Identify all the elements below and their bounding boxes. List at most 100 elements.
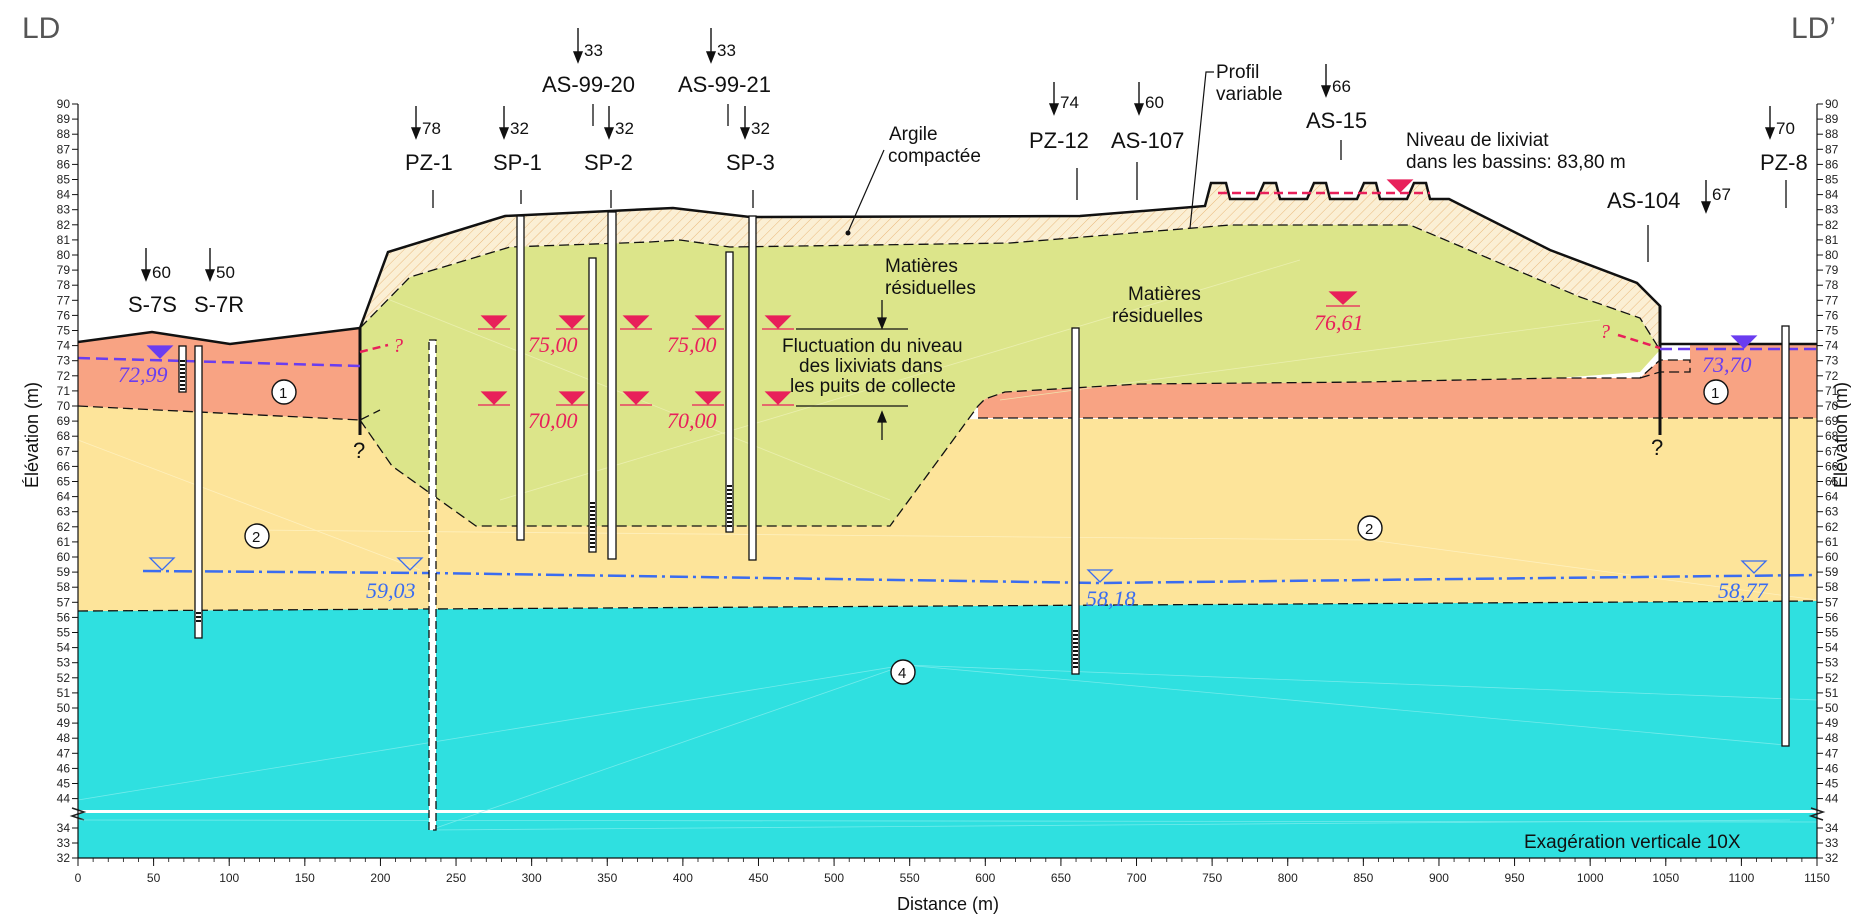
y-tick-label-y_ticks_upper-3: 87 [57,142,71,156]
y-tick-label-y_ticks_upper-36: 54 [57,641,71,655]
x-axis-ticks: 0 50 100 150 200 250 300 350 400 450 500 550 600 650 7… [75,858,1830,885]
y-tick-label-right-y_ticks_upper-23: 67 [1825,444,1839,458]
y-axis-title-left: Élévation (m) [22,382,42,488]
azimuth-arrows [140,28,1776,282]
y-tick-label-y_ticks_upper-28: 62 [57,520,71,534]
well-label-SP-1: SP-1 [493,150,542,175]
y-tick-label-y_ticks_upper-34: 56 [57,610,71,624]
y-tick-label-y_ticks_upper-38: 52 [57,671,71,685]
y-tick-label-y_ticks_upper-14: 76 [57,308,71,322]
y-tick-label-y_ticks_upper-11: 79 [57,263,71,277]
y-tick-label-right-y_ticks_upper-13: 77 [1825,293,1839,307]
x-axis-title: Distance (m) [897,894,999,914]
vertical-exaggeration: Exagération verticale 10X [1524,832,1741,853]
y-tick-label-right-y_ticks_upper-39: 51 [1825,686,1839,700]
y-tick-label-right-y_ticks_upper-7: 83 [1825,203,1839,217]
well-label-SP-2: SP-2 [584,150,633,175]
level-72-99: 72,99 [118,362,168,387]
azimuth-SP-1: 32 [510,119,529,138]
azimuth-SP-3: 32 [751,119,770,138]
groundwater-level-markers [148,557,1768,583]
x-tick-label-0: 0 [75,871,82,885]
y-tick-label-y_ticks_upper-0: 90 [57,97,71,111]
azimuth-AS-99-21: 33 [717,41,736,60]
azimuth-PZ-1: 78 [422,119,441,138]
well-label-AS-15: AS-15 [1306,108,1367,133]
waste-label-right-1: Matières [1128,284,1201,305]
azimuth-PZ-8: 70 [1776,119,1795,138]
y-tick-label-y_ticks_upper-25: 65 [57,475,71,489]
azimuth-PZ-12: 74 [1060,93,1079,112]
well-screen-markers [180,360,1078,670]
azimuth-AS-104: 67 [1712,185,1731,204]
x-tick-label-3: 150 [295,871,315,885]
well-label-AS-99-21: AS-99-21 [678,72,771,97]
level-58-77: 58,77 [1718,578,1769,603]
y-tick-label-y_ticks_upper-26: 64 [57,490,71,504]
y-tick-label-right-y_ticks_upper-40: 50 [1825,701,1839,715]
y-tick-label-right-y_ticks_upper-32: 58 [1825,580,1839,594]
unit-1-label-right: 1 [1711,385,1719,402]
unit-4-layer [78,601,1817,810]
well-label-PZ-8: PZ-8 [1760,150,1808,175]
well-screens [178,211,1790,831]
y-tick-label-right-y_ticks_upper-25: 65 [1825,475,1839,489]
y-tick-label-y_ticks_upper-7: 83 [57,203,71,217]
x-tick-label-14: 700 [1127,871,1147,885]
y-tick-label-right-y_ticks_upper-0: 90 [1825,97,1839,111]
level-76-61: 76,61 [1314,310,1364,335]
y-tick-label-right-y_ticks_upper-34: 56 [1825,610,1839,624]
y-tick-label-y_ticks_upper-27: 63 [57,505,71,519]
y-tick-label-y_ticks_upper-31: 59 [57,565,71,579]
azimuth-SP-2: 32 [615,119,634,138]
question-left-bottom: ? [353,438,365,463]
well-label-PZ-12: PZ-12 [1029,128,1089,153]
y-tick-label-right-y_ticks_upper-19: 71 [1825,384,1839,398]
well-label-AS-99-20: AS-99-20 [542,72,635,97]
y-tick-label-right-y_ticks_upper-6: 84 [1825,188,1839,202]
x-tick-label-12: 600 [975,871,995,885]
y-tick-label-y_ticks_upper-8: 82 [57,218,71,232]
basins-line-1: Niveau de lixiviat [1406,130,1549,151]
y-tick-label-y_ticks_upper-29: 61 [57,535,71,549]
unit-4-texture [77,664,1818,831]
y-tick-label-right-y_ticks_upper-28: 62 [1825,520,1839,534]
x-tick-label-22: 1100 [1728,871,1754,885]
y-tick-label-y_ticks_upper-44: 46 [57,761,71,775]
x-tick-label-2: 100 [219,871,239,885]
y-tick-label-right-y_ticks_upper-18: 72 [1825,369,1839,383]
y-tick-label-right-y_ticks_upper-24: 66 [1825,459,1839,473]
groundwater-line [142,569,1818,585]
azimuth-S-7S: 60 [152,263,171,282]
question-left-top: ? [393,335,403,357]
contact-lines [77,224,1818,612]
argile-leader [847,149,885,233]
waste-body [360,225,1660,526]
argile-line-1: Argile [889,124,938,145]
y-tick-label-right-y_ticks_upper-4: 86 [1825,157,1839,171]
perched-water-left [77,356,361,368]
y-tick-label-right-y_ticks_upper-8: 82 [1825,218,1839,232]
y-tick-label-right-y_ticks_upper-35: 55 [1825,626,1839,640]
x-tick-label-19: 950 [1505,871,1525,885]
y-tick-label-y_ticks_upper-9: 81 [57,233,71,247]
x-tick-label-1: 50 [147,871,161,885]
y-tick-label-y_ticks_upper-5: 85 [57,173,71,187]
x-tick-label-4: 200 [370,871,390,885]
y-tick-label-y_ticks_upper-6: 84 [57,188,71,202]
y-tick-label-right-y_ticks_upper-43: 47 [1825,746,1839,760]
x-tick-label-17: 850 [1353,871,1373,885]
y-tick-label-y_ticks_upper-16: 74 [57,339,71,353]
y-tick-label-right-y_ticks_upper-31: 59 [1825,565,1839,579]
y-tick-label-right-y_ticks_upper-17: 73 [1825,354,1839,368]
section-start-label: LD [22,12,60,45]
azimuth-S-7R: 50 [216,263,235,282]
y-tick-label-right-y_ticks_upper-11: 79 [1825,263,1839,277]
y-tick-label-y_ticks_upper-13: 77 [57,293,71,307]
y-tick-label-y_ticks_lower-2: 32 [57,851,71,865]
y-tick-label-right-y_ticks_upper-10: 80 [1825,248,1839,262]
y-tick-label-right-y_ticks_upper-44: 46 [1825,761,1839,775]
perched-leachate-right [1617,333,1661,350]
